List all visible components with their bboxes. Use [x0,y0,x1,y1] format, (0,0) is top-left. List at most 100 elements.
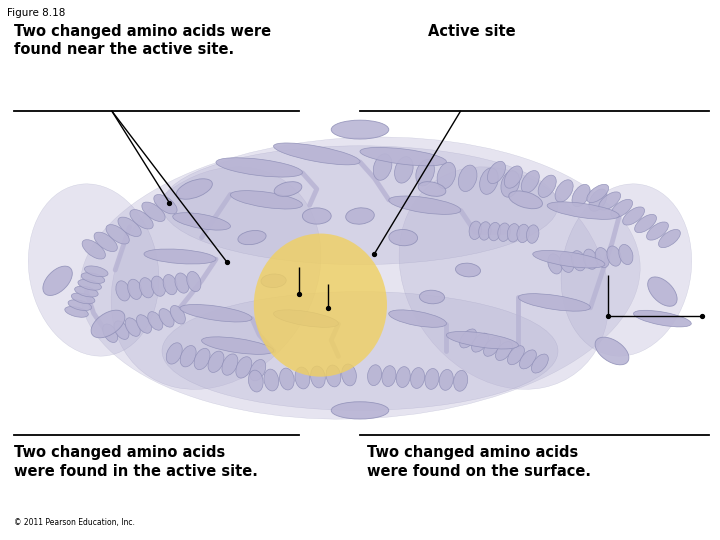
Ellipse shape [389,230,418,246]
Ellipse shape [425,368,439,389]
Text: Figure 8.18: Figure 8.18 [7,8,66,18]
Ellipse shape [186,272,201,292]
Ellipse shape [28,184,159,356]
Ellipse shape [634,214,657,233]
Ellipse shape [103,324,117,342]
Ellipse shape [395,157,413,183]
Ellipse shape [65,307,89,318]
Ellipse shape [611,199,633,218]
Ellipse shape [587,184,608,202]
Ellipse shape [360,147,446,166]
Text: Two changed amino acids were
found near the active site.: Two changed amino acids were found near … [14,24,271,57]
Ellipse shape [154,194,177,214]
Ellipse shape [130,210,153,229]
Ellipse shape [222,354,238,375]
Ellipse shape [618,245,633,265]
Ellipse shape [250,360,266,381]
Ellipse shape [81,273,104,284]
Ellipse shape [555,180,573,202]
Text: Two changed amino acids
were found in the active site.: Two changed amino acids were found in th… [14,446,258,478]
Ellipse shape [166,343,182,364]
Ellipse shape [520,350,536,369]
Ellipse shape [647,222,668,240]
Ellipse shape [171,306,185,324]
Ellipse shape [94,232,117,252]
Ellipse shape [518,294,590,311]
Ellipse shape [331,402,389,419]
Ellipse shape [501,171,520,197]
Ellipse shape [253,233,387,377]
Ellipse shape [487,161,505,184]
Ellipse shape [495,341,513,361]
Ellipse shape [162,292,558,410]
Ellipse shape [91,310,125,338]
Ellipse shape [302,208,331,224]
Ellipse shape [342,364,356,386]
Ellipse shape [248,370,263,392]
Ellipse shape [469,221,482,240]
Ellipse shape [416,159,434,186]
Ellipse shape [634,310,691,327]
Ellipse shape [238,231,266,245]
Ellipse shape [175,273,189,293]
Ellipse shape [595,337,629,365]
Ellipse shape [118,217,141,237]
Ellipse shape [454,370,468,392]
Ellipse shape [80,137,640,419]
Ellipse shape [159,308,174,327]
Ellipse shape [78,280,102,290]
Ellipse shape [176,179,212,199]
Ellipse shape [548,254,562,274]
Ellipse shape [559,252,574,272]
Ellipse shape [396,367,410,388]
Ellipse shape [163,274,177,295]
Ellipse shape [216,158,302,177]
Ellipse shape [144,249,216,264]
Ellipse shape [114,321,129,340]
Ellipse shape [274,181,302,197]
Ellipse shape [148,312,163,330]
Ellipse shape [479,222,491,240]
Ellipse shape [264,369,279,391]
Text: © 2011 Pearson Education, Inc.: © 2011 Pearson Education, Inc. [14,517,135,526]
Ellipse shape [71,293,95,303]
Ellipse shape [236,357,252,378]
Ellipse shape [595,247,609,268]
Ellipse shape [274,143,360,165]
Ellipse shape [43,266,72,295]
Ellipse shape [517,224,529,242]
Ellipse shape [137,315,151,333]
Ellipse shape [389,310,446,327]
Ellipse shape [599,192,621,210]
Ellipse shape [538,175,557,198]
Ellipse shape [533,251,605,268]
Ellipse shape [572,184,590,207]
Ellipse shape [531,354,549,373]
Ellipse shape [162,146,558,265]
Ellipse shape [659,230,680,248]
Text: Active site: Active site [428,24,516,39]
Ellipse shape [173,213,230,230]
Ellipse shape [484,338,500,356]
Ellipse shape [367,364,382,386]
Ellipse shape [180,305,252,322]
Ellipse shape [194,348,210,370]
Ellipse shape [140,278,153,298]
Ellipse shape [589,189,607,211]
Ellipse shape [180,346,196,367]
Ellipse shape [382,366,396,387]
Ellipse shape [547,202,619,219]
Ellipse shape [389,196,461,214]
Ellipse shape [526,225,539,244]
Ellipse shape [84,266,108,276]
Ellipse shape [230,191,302,209]
Ellipse shape [326,365,341,387]
Ellipse shape [508,224,520,242]
Ellipse shape [142,202,165,221]
Ellipse shape [106,225,130,244]
Ellipse shape [111,167,321,389]
Ellipse shape [373,154,392,180]
Ellipse shape [648,277,677,306]
Ellipse shape [274,310,338,327]
Ellipse shape [310,366,325,388]
